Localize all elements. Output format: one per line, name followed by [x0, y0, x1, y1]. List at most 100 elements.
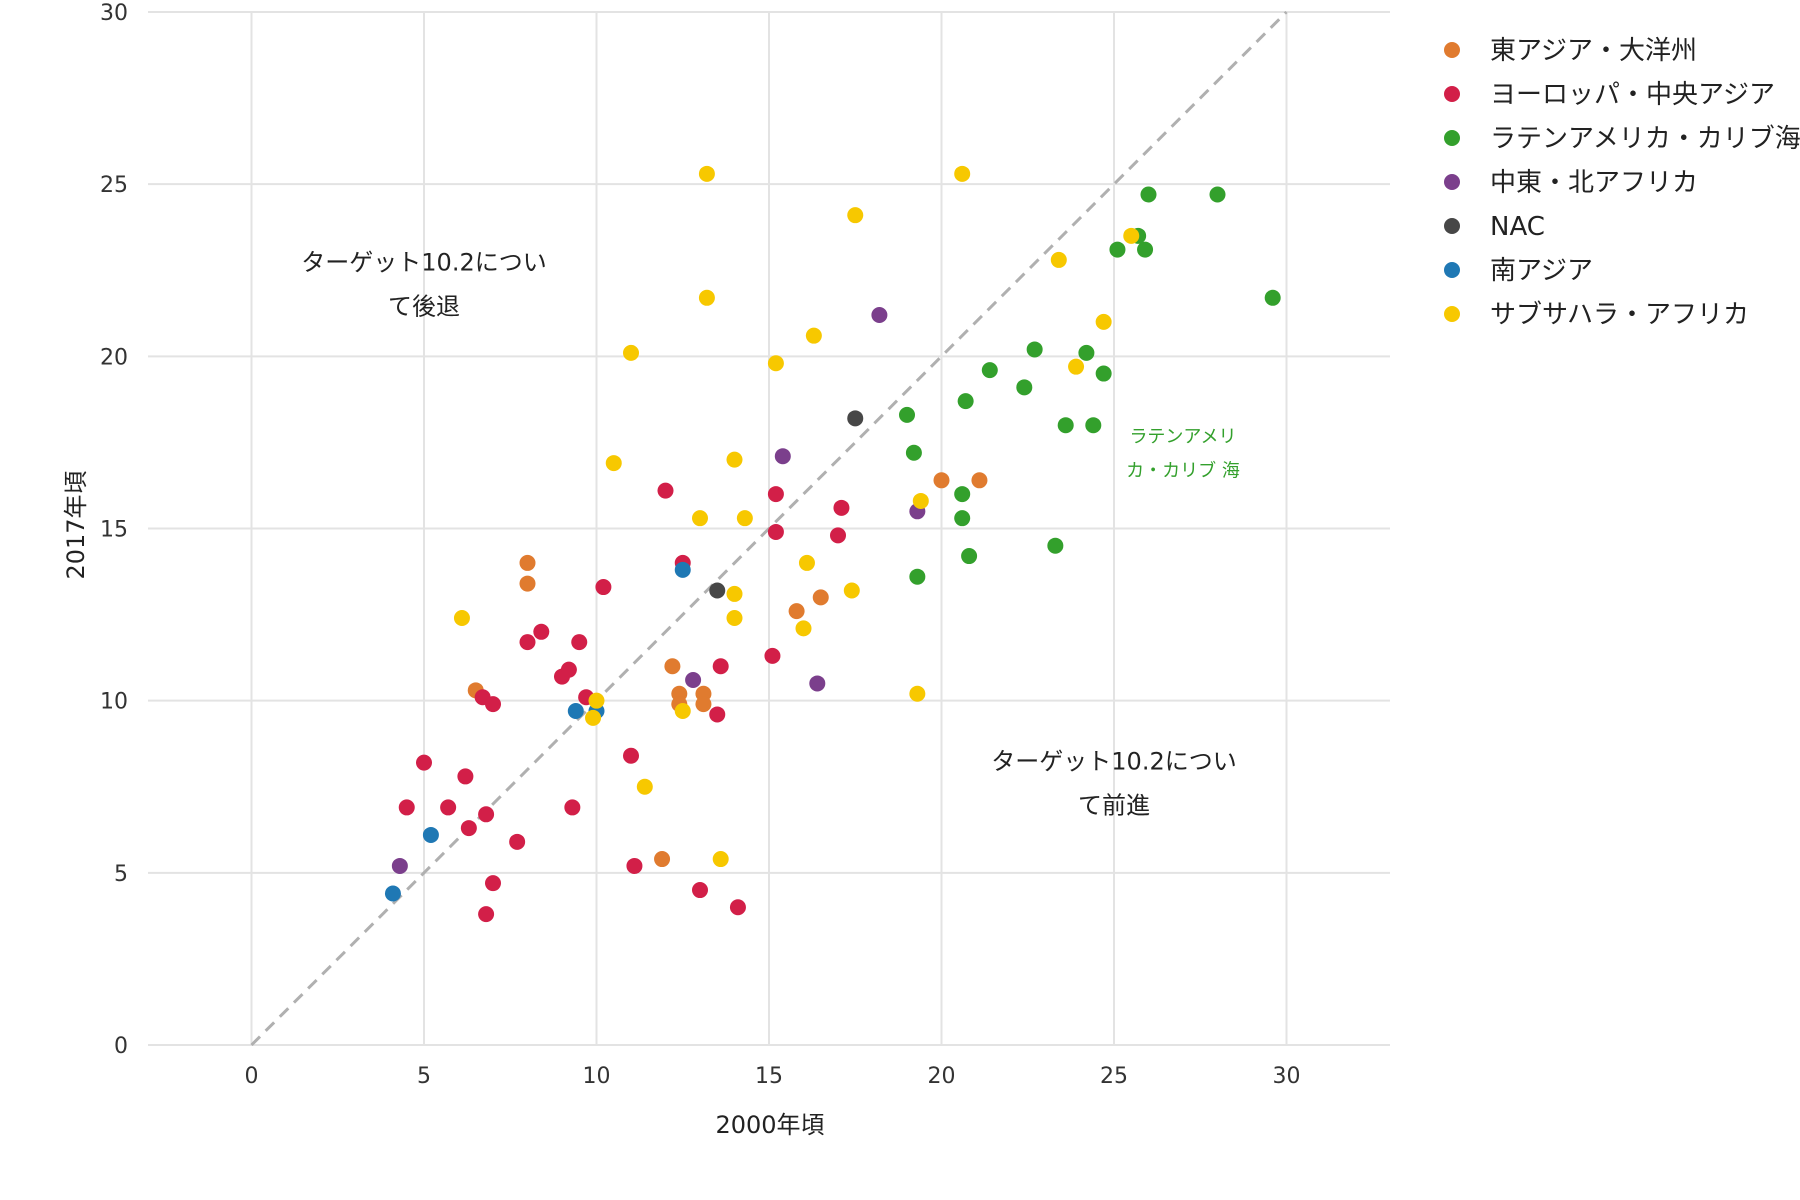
legend-marker [1444, 174, 1460, 190]
data-point [1085, 417, 1102, 434]
data-point [485, 875, 501, 892]
data-point [605, 455, 622, 472]
x-tick-label: 10 [583, 1064, 611, 1089]
data-point [485, 696, 501, 713]
data-point [567, 702, 584, 719]
data-point [460, 820, 477, 837]
data-point [588, 692, 605, 709]
data-point [1068, 358, 1085, 375]
data-point [712, 851, 729, 868]
data-point [767, 523, 784, 540]
data-point [767, 355, 784, 372]
data-point [519, 575, 536, 592]
data-point [623, 747, 639, 764]
data-point [654, 851, 671, 868]
data-point [478, 906, 495, 923]
data-point [1123, 227, 1140, 244]
data-point [623, 344, 639, 361]
data-point [764, 647, 781, 664]
legend-marker [1444, 42, 1460, 58]
data-point [457, 768, 474, 785]
data-point [767, 486, 784, 503]
y-tick-label: 30 [100, 1, 128, 26]
data-point [847, 207, 864, 224]
data-point [626, 857, 643, 874]
y-axis-title: 2017年頃 [62, 470, 90, 579]
data-point [1057, 417, 1074, 434]
data-point [957, 393, 974, 410]
y-tick-label: 5 [114, 862, 128, 887]
annotation-text: カ・カリブ 海 [1126, 459, 1240, 481]
data-point [795, 620, 812, 637]
legend-marker [1444, 306, 1460, 322]
data-point [453, 610, 470, 627]
data-point [519, 634, 536, 651]
data-point [847, 410, 864, 427]
legend-label: 東アジア・大洋州 [1490, 36, 1697, 66]
legend-marker [1444, 130, 1460, 146]
data-point [709, 582, 726, 599]
legend-label: 南アジア [1490, 256, 1593, 286]
data-point [729, 899, 746, 916]
data-point [1140, 186, 1157, 203]
y-tick-label: 20 [100, 345, 128, 370]
data-point [774, 448, 791, 465]
data-point [909, 685, 926, 702]
data-point [961, 548, 978, 565]
data-point [909, 568, 926, 585]
y-tick-label: 15 [100, 518, 128, 543]
legend-marker [1444, 218, 1460, 234]
data-point [912, 492, 929, 509]
data-point [384, 885, 401, 902]
data-point [519, 554, 536, 571]
data-point [1050, 251, 1067, 268]
data-point [657, 482, 674, 499]
legend-label: ヨーロッパ・中央アジア [1490, 80, 1775, 110]
annotation-text: ラテンアメリ [1129, 426, 1236, 447]
data-point [712, 658, 729, 675]
data-point [830, 527, 846, 544]
data-point [416, 754, 432, 771]
legend-label: サブサハラ・アフリカ [1490, 300, 1749, 330]
data-point [692, 882, 708, 899]
data-point [698, 165, 715, 182]
annotations: ターゲット10.2について後退ターゲット10.2について前進ラテンアメリカ・カリ… [301, 248, 1240, 819]
data-point [440, 799, 457, 816]
y-tick-label: 0 [114, 1034, 128, 1059]
data-point [954, 165, 971, 182]
data-point [805, 327, 822, 344]
data-point [674, 561, 691, 578]
data-point [478, 806, 495, 823]
data-point [843, 582, 860, 599]
x-tick-label: 0 [245, 1064, 259, 1089]
data-point [1095, 365, 1112, 382]
data-point [564, 799, 581, 816]
data-point [736, 510, 753, 527]
tick-labels: 0 5 10 15 20 25 30 0 5 10 15 20 25 30 [100, 1, 1301, 1089]
x-axis-title: 2000年頃 [715, 1111, 824, 1139]
data-point [954, 486, 971, 503]
data-point [1016, 379, 1033, 396]
x-tick-label: 5 [417, 1064, 431, 1089]
annotation-text: ターゲット10.2につい [991, 748, 1236, 776]
legend-marker [1444, 86, 1460, 102]
annotation-text: ターゲット10.2につい [301, 248, 546, 276]
data-point [1095, 313, 1112, 330]
x-tick-label: 30 [1273, 1064, 1301, 1089]
x-tick-label: 15 [755, 1064, 783, 1089]
data-point [798, 554, 815, 571]
data-point [585, 709, 602, 726]
data-point [871, 307, 888, 324]
data-points [384, 165, 1281, 923]
data-point [692, 510, 708, 527]
data-point [398, 799, 415, 816]
data-point [954, 510, 971, 527]
data-point [695, 696, 712, 713]
data-point [571, 634, 588, 651]
legend-marker [1444, 262, 1460, 278]
x-tick-label: 20 [928, 1064, 956, 1089]
data-point [899, 406, 915, 423]
annotation-text: て後退 [388, 292, 460, 320]
data-point [560, 661, 577, 678]
